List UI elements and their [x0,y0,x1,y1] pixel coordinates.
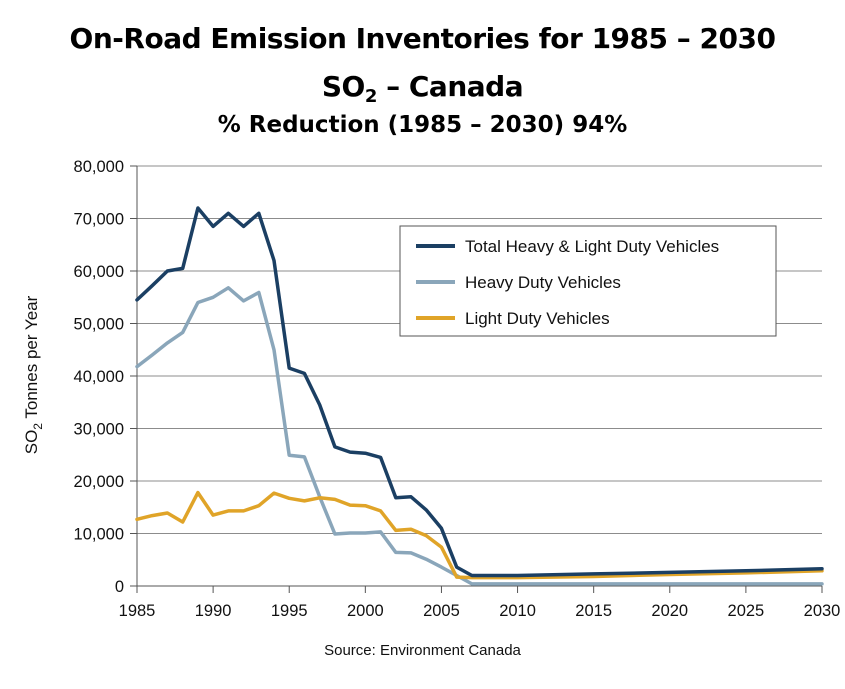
legend: Total Heavy & Light Duty Vehicles Heavy D… [399,225,777,337]
x-tick-label: 2010 [499,602,536,620]
y-tick-label: 40,000 [74,368,124,386]
chart-subtitle: % Reduction (1985 – 2030) 94% [217,112,628,138]
x-tick-label: 2025 [728,602,765,620]
series-line-0 [135,206,824,578]
y-tick-label: 0 [115,578,124,596]
y-tick-label: 20,000 [74,473,124,491]
chart-title-line2: SO2 – Canada [0,70,845,107]
y-tick-label: 50,000 [74,316,124,334]
chart-title-line2-main: SO [321,70,365,103]
source-note: Source: Environment Canada [324,642,521,659]
y-axis-label: SO2 Tonnes per Year [22,295,45,454]
data-series [135,206,824,586]
chart-title-line2-subscript: 2 [364,86,378,107]
legend-label: Total Heavy & Light Duty Vehicles [465,237,719,256]
x-tick-label: 1990 [195,602,232,620]
y-tick-label: 60,000 [74,263,124,281]
chart-title-line2-rest: – Canada [376,70,524,103]
legend-label: Light Duty Vehicles [465,309,610,328]
x-tick-label: 1995 [271,602,308,620]
y-tick-label: 30,000 [74,421,124,439]
x-tick-label: 2000 [347,602,384,620]
x-axis-ticks: 1985 1990 1995 2000 2005 2010 2015 2020 2025 2030 [119,586,841,620]
x-tick-label: 2005 [423,602,460,620]
legend-box [399,225,777,337]
x-tick-label: 2030 [804,602,841,620]
y-axis-ticks: 0 10,000 20,000 30,000 40,000 50,000 60,000 70,… [74,158,137,596]
y-tick-label: 10,000 [74,526,124,544]
x-tick-label: 1985 [119,602,156,620]
legend-label: Heavy Duty Vehicles [465,273,621,292]
x-tick-label: 2020 [651,602,688,620]
series-line-2 [135,490,824,580]
y-tick-label: 80,000 [74,158,124,176]
y-tick-label: 70,000 [74,211,124,229]
chart-title: On-Road Emission Inventories for 1985 – … [69,22,776,55]
x-tick-label: 2015 [575,602,612,620]
